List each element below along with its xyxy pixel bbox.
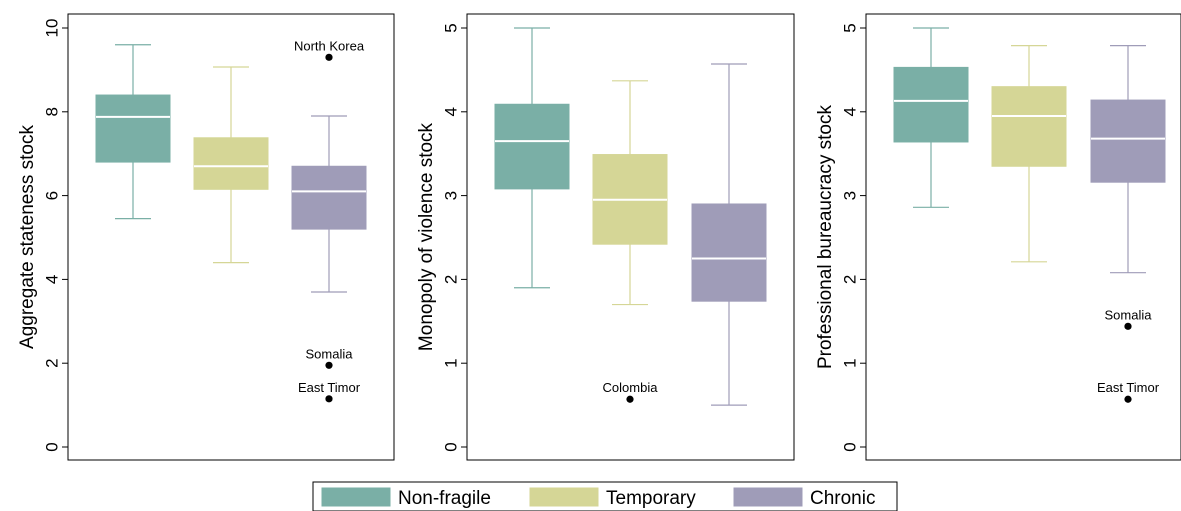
outlier-label: East Timor [1097, 380, 1160, 395]
outlier-label: Somalia [1105, 307, 1153, 322]
y-tick-label: 10 [42, 19, 61, 38]
iqr-box [193, 137, 269, 190]
legend-swatch-chronic [733, 487, 803, 507]
box-temporary [991, 44, 1067, 263]
legend: Non-fragile Temporary Chronic [312, 481, 898, 511]
outlier-label: East Timor [298, 380, 361, 395]
y-tick-label: 1 [840, 358, 859, 367]
y-tick-label: 4 [441, 107, 460, 116]
outlier-point [626, 395, 634, 403]
outlier-point [1124, 322, 1132, 330]
outlier-point [325, 361, 333, 369]
panel-2: 0 1 2 3 4 5 Monopoly of violence stock Colombia [416, 13, 795, 461]
y-tick-label: 5 [840, 23, 859, 32]
box-temporary [592, 80, 668, 306]
y-tick-label: 8 [42, 107, 61, 116]
outlier-label: Colombia [603, 380, 659, 395]
box-chronic [1090, 44, 1166, 274]
legend-label-chronic: Chronic [810, 488, 875, 509]
box-chronic [691, 63, 767, 406]
outlier-point [1124, 395, 1132, 403]
y-tick-label: 4 [42, 275, 61, 284]
iqr-box [991, 86, 1067, 167]
outlier-point [325, 53, 333, 61]
y-axis-label: Monopoly of violence stock [416, 122, 437, 351]
iqr-box [893, 66, 969, 143]
y-tick-label: 1 [441, 358, 460, 367]
box-non-fragile [95, 44, 171, 220]
y-tick-label: 0 [441, 442, 460, 451]
y-tick-label: 6 [42, 191, 61, 200]
y-tick-label: 3 [840, 191, 859, 200]
outlier-point [325, 395, 333, 403]
iqr-box [691, 203, 767, 302]
iqr-box [291, 165, 367, 230]
y-axis-label: Aggregate stateness stock [17, 125, 38, 349]
iqr-box [95, 94, 171, 163]
iqr-box [1090, 99, 1166, 183]
y-tick-label: 5 [441, 23, 460, 32]
legend-label-temporary: Temporary [606, 488, 696, 509]
box-chronic [291, 115, 367, 293]
y-tick-label: 2 [840, 275, 859, 284]
legend-label-non-fragile: Non-fragile [398, 488, 491, 509]
outlier-label: Somalia [306, 346, 354, 361]
legend-swatch-temporary [529, 487, 599, 507]
y-tick-label: 0 [840, 442, 859, 451]
y-tick-label: 3 [441, 191, 460, 200]
box-temporary [193, 66, 269, 264]
iqr-box [494, 103, 570, 190]
legend-swatch-non-fragile [321, 487, 391, 507]
box-non-fragile [494, 27, 570, 289]
box-non-fragile [893, 27, 969, 208]
y-tick-label: 2 [42, 358, 61, 367]
outlier-label: North Korea [294, 38, 365, 53]
y-axis-label: Professional bureaucracy stock [815, 104, 836, 369]
panel-3: 0 1 2 3 4 5 Professional bureaucracy stock Soma… [815, 13, 1181, 461]
panel-1: 0 2 4 6 8 10 Aggregate stateness stock North Ko… [17, 13, 395, 461]
y-tick-label: 0 [42, 442, 61, 451]
y-tick-label: 4 [840, 107, 859, 116]
y-tick-label: 2 [441, 275, 460, 284]
